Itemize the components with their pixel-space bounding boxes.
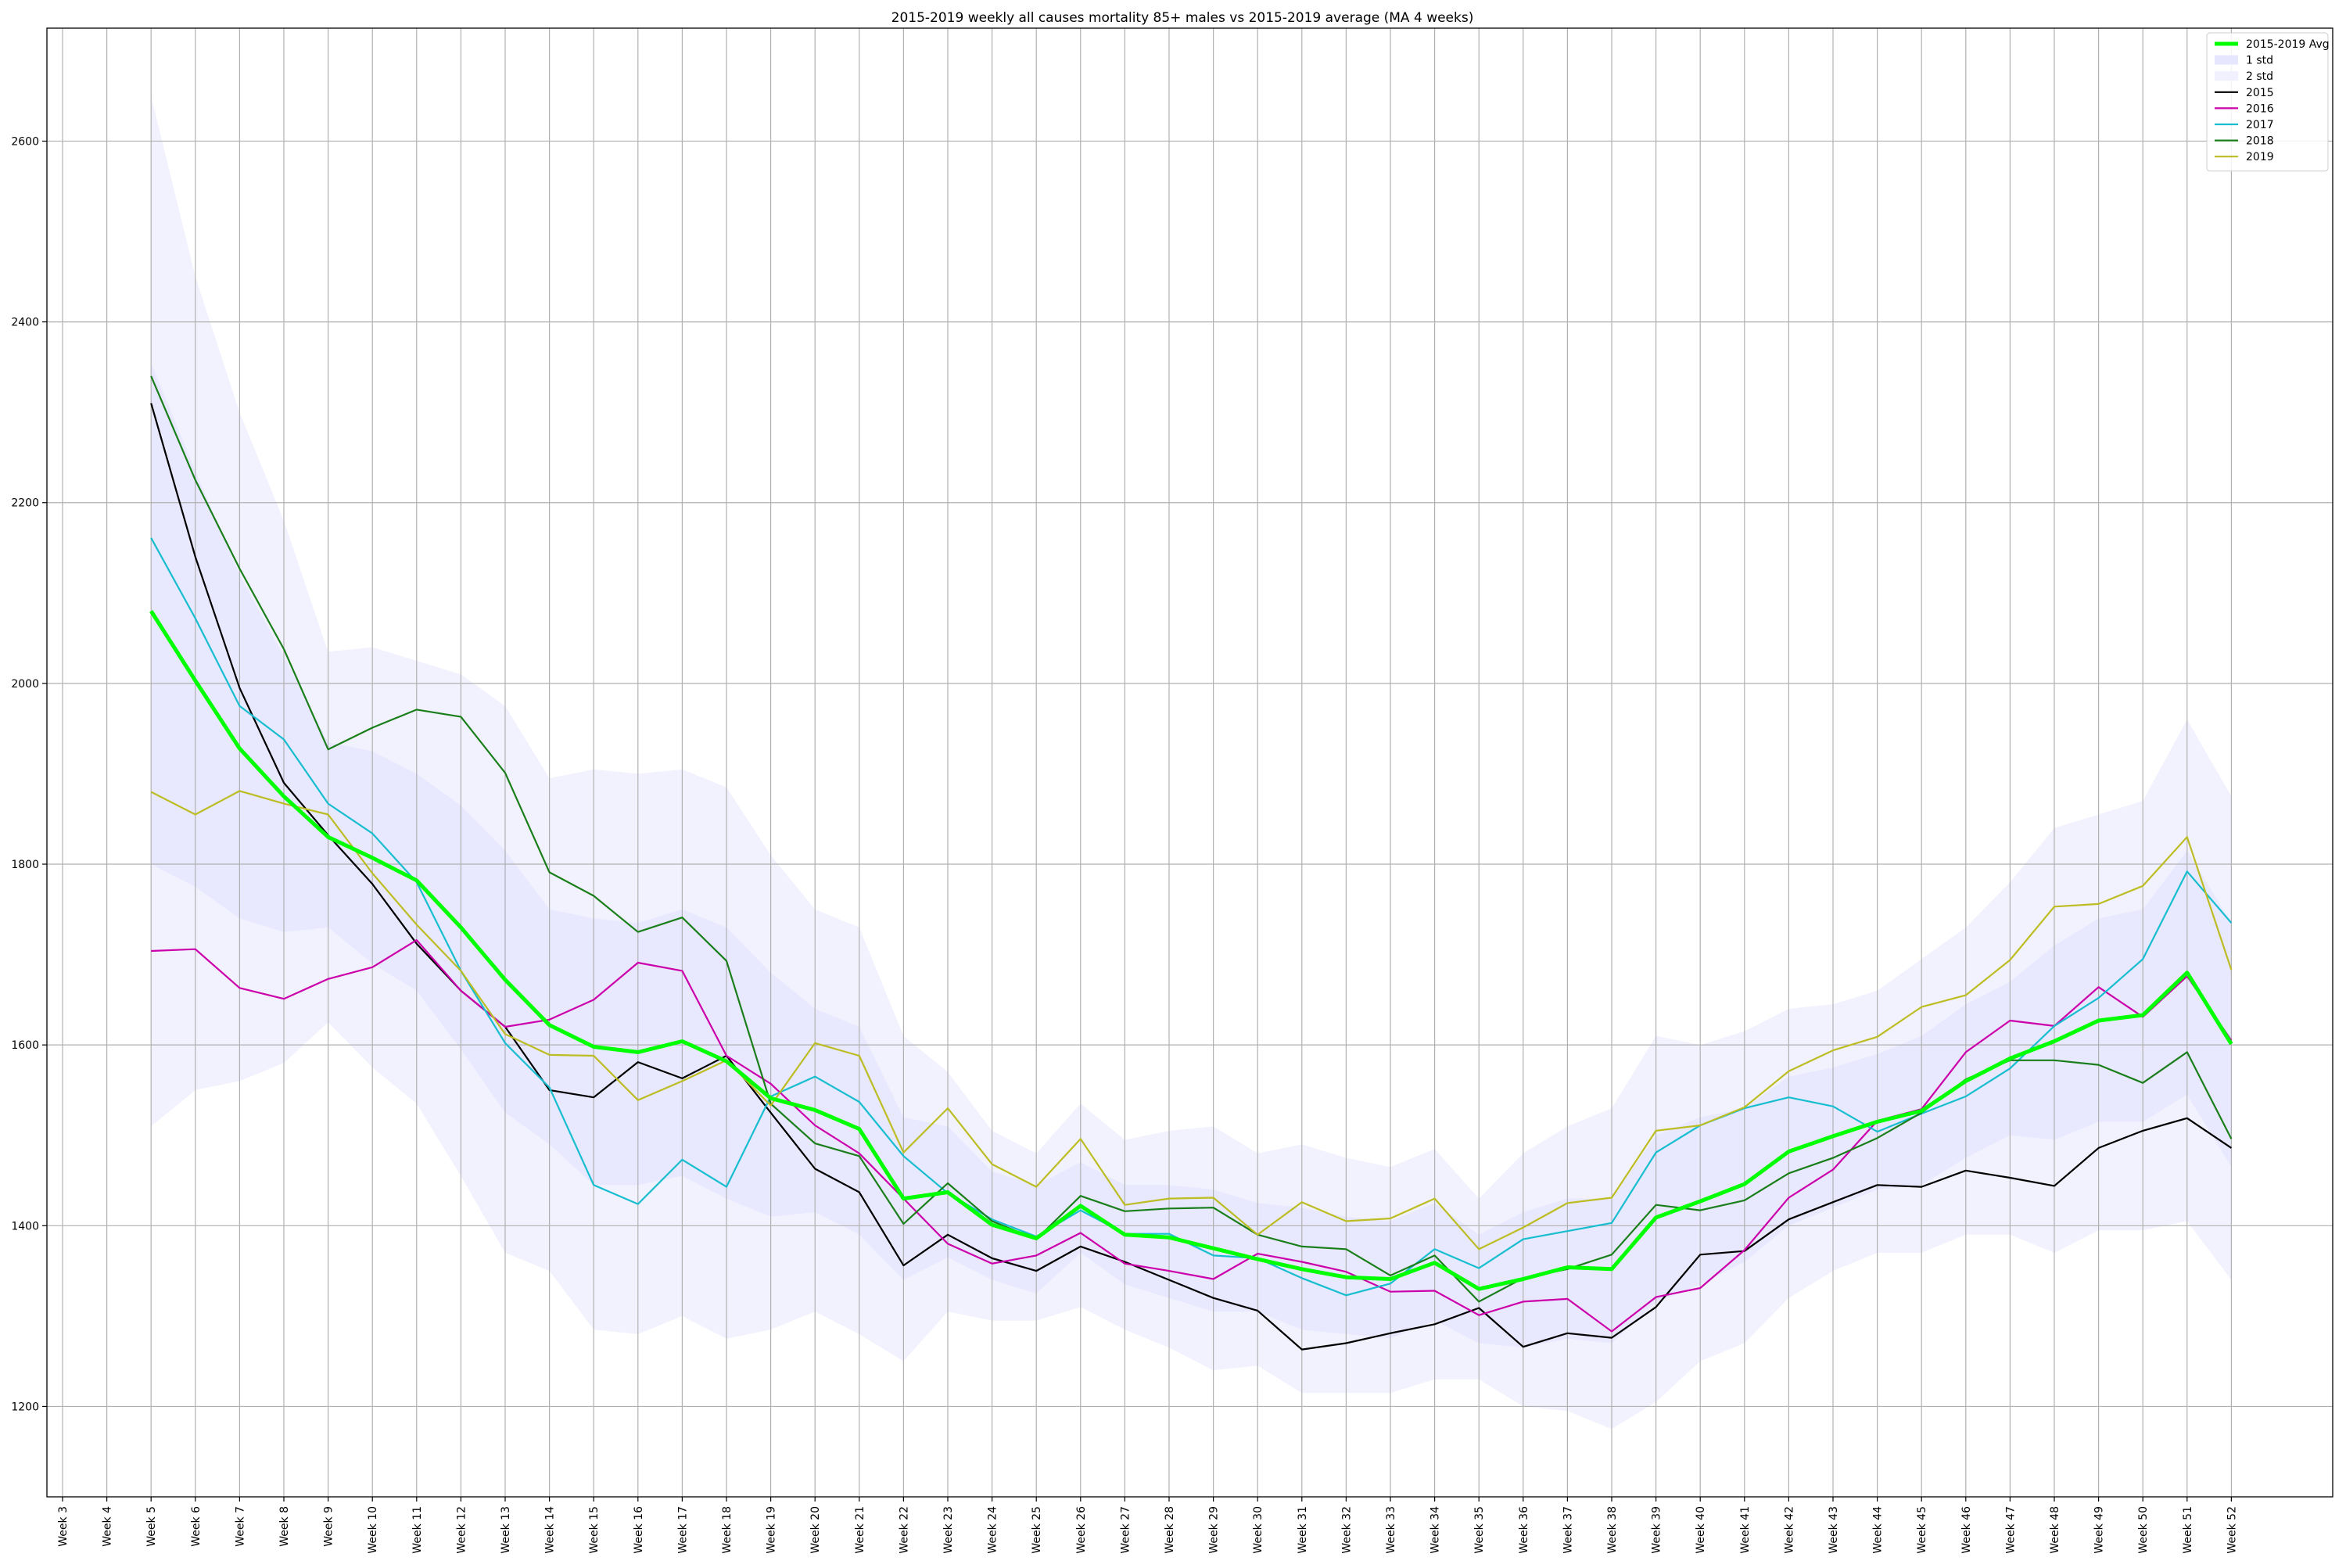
y-tick-label: 1400 [11, 1220, 39, 1233]
x-tick-label: Week 20 [809, 1506, 822, 1554]
y-tick-label: 1800 [11, 859, 39, 871]
legend-label-2015: 2015 [2246, 87, 2274, 99]
x-tick-label: Week 29 [1208, 1506, 1221, 1554]
y-tick-label: 2400 [11, 317, 39, 329]
x-tick-label: Week 5 [145, 1506, 158, 1547]
x-tick-label: Week 28 [1164, 1506, 1176, 1554]
x-tick-label: Week 12 [455, 1506, 468, 1554]
legend-label-2-std: 2 std [2246, 70, 2273, 83]
x-tick-label: Week 40 [1695, 1506, 1707, 1554]
x-tick-label: Week 15 [588, 1506, 601, 1554]
x-tick-label: Week 10 [367, 1506, 379, 1554]
x-tick-label: Week 19 [766, 1506, 778, 1554]
x-tick-label: Week 38 [1606, 1506, 1619, 1554]
x-tick-label: Week 3 [57, 1506, 70, 1547]
x-tick-label: Week 11 [411, 1506, 424, 1554]
x-axis: Week 3 Week 4 Week 5 Week 6 Week 7 Week 8 Week… [57, 1497, 2238, 1554]
x-tick-label: Week 22 [898, 1506, 910, 1554]
legend-label-2018: 2018 [2246, 135, 2274, 148]
legend-label-1-std: 1 std [2246, 55, 2273, 67]
x-tick-label: Week 4 [102, 1506, 114, 1547]
x-tick-label: Week 36 [1518, 1506, 1530, 1554]
x-tick-label: Week 50 [2137, 1506, 2150, 1554]
x-tick-label: Week 21 [854, 1506, 866, 1554]
x-tick-label: Week 16 [633, 1506, 645, 1554]
x-tick-label: Week 18 [721, 1506, 734, 1554]
x-tick-label: Week 52 [2226, 1506, 2238, 1554]
x-tick-label: Week 48 [2049, 1506, 2061, 1554]
x-tick-label: Week 34 [1429, 1506, 1442, 1554]
x-tick-label: Week 25 [1031, 1506, 1043, 1554]
x-tick-label: Week 39 [1651, 1506, 1663, 1554]
x-tick-label: Week 37 [1562, 1506, 1574, 1554]
x-tick-label: Week 27 [1119, 1506, 1132, 1554]
x-tick-label: Week 6 [190, 1506, 203, 1547]
x-tick-label: Week 32 [1340, 1506, 1353, 1554]
legend-swatch-2-std [2215, 71, 2238, 81]
x-tick-label: Week 31 [1297, 1506, 1309, 1554]
legend-swatch-1-std [2215, 56, 2238, 65]
x-tick-label: Week 30 [1252, 1506, 1264, 1554]
x-tick-label: Week 49 [2093, 1506, 2106, 1554]
y-tick-label: 2200 [11, 497, 39, 510]
x-tick-label: Week 51 [2182, 1506, 2194, 1554]
x-tick-label: Week 33 [1385, 1506, 1397, 1554]
legend-label-2016: 2016 [2246, 102, 2274, 115]
x-tick-label: Week 7 [234, 1506, 246, 1547]
x-tick-label: Week 46 [1960, 1506, 1973, 1554]
x-tick-label: Week 24 [987, 1506, 999, 1554]
x-tick-label: Week 17 [676, 1506, 689, 1554]
x-tick-label: Week 9 [323, 1506, 335, 1547]
chart-title: 2015-2019 weekly all causes mortality 85… [891, 10, 1474, 26]
x-tick-label: Week 23 [942, 1506, 955, 1554]
x-tick-label: Week 26 [1075, 1506, 1088, 1554]
y-tick-label: 2000 [11, 678, 39, 691]
x-tick-label: Week 35 [1473, 1506, 1486, 1554]
x-tick-label: Week 42 [1783, 1506, 1795, 1554]
legend: 2015-2019 Avg 1 std 2 std 2015 2016 2017 2018 2… [2207, 33, 2330, 171]
y-tick-label: 2600 [11, 135, 39, 148]
x-tick-label: Week 44 [1872, 1506, 1885, 1554]
x-tick-label: Week 13 [500, 1506, 512, 1554]
y-tick-label: 1600 [11, 1039, 39, 1052]
legend-label-2015-2019-avg: 2015-2019 Avg [2246, 38, 2330, 51]
legend-label-2019: 2019 [2246, 151, 2274, 163]
x-tick-label: Week 43 [1828, 1506, 1840, 1554]
x-tick-label: Week 45 [1916, 1506, 1928, 1554]
y-tick-label: 1200 [11, 1401, 39, 1413]
legend-label-2017: 2017 [2246, 119, 2274, 131]
x-tick-label: Week 8 [278, 1506, 291, 1547]
x-tick-label: Week 41 [1739, 1506, 1752, 1554]
y-axis: 1200 1400 1600 1800 2000 2200 2400 2600 [11, 135, 47, 1413]
x-tick-label: Week 14 [544, 1506, 557, 1554]
bands-layer [151, 96, 2231, 1430]
x-tick-label: Week 47 [2004, 1506, 2017, 1554]
